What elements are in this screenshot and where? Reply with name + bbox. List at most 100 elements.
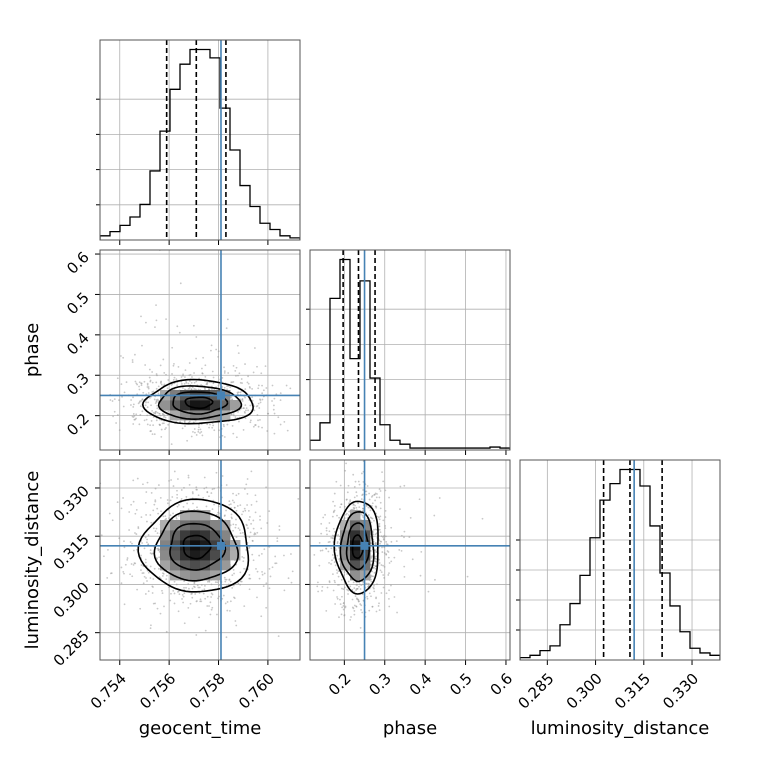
sample-point bbox=[340, 613, 343, 616]
sample-point bbox=[254, 511, 257, 514]
sample-point bbox=[390, 540, 393, 543]
sample-point bbox=[148, 376, 151, 379]
sample-point bbox=[271, 384, 274, 387]
pair-panel-geocent_time-luminosity_distance: 0.754 0.756 0.758 0.760 0.285 0.300 0.315 0.330 bbox=[50, 459, 301, 713]
sample-point bbox=[193, 381, 196, 384]
sample-point bbox=[158, 548, 160, 551]
density-cell bbox=[190, 400, 201, 411]
sample-point bbox=[242, 510, 245, 513]
sample-point bbox=[200, 584, 203, 586]
sample-point bbox=[290, 553, 292, 555]
sample-point bbox=[226, 423, 229, 426]
sample-point bbox=[169, 599, 172, 602]
sample-point bbox=[158, 423, 161, 426]
sample-point bbox=[360, 584, 363, 587]
sample-point bbox=[328, 530, 331, 533]
sample-point bbox=[217, 505, 220, 508]
sample-point bbox=[166, 499, 169, 501]
sample-point bbox=[200, 600, 203, 603]
sample-point bbox=[332, 500, 335, 503]
sample-point bbox=[156, 532, 159, 535]
sample-point bbox=[159, 612, 162, 615]
x-tick-label: 0.758 bbox=[186, 670, 229, 713]
sample-point bbox=[121, 395, 123, 398]
sample-point bbox=[371, 505, 373, 507]
axes-frame bbox=[519, 459, 721, 661]
sample-point bbox=[189, 602, 192, 605]
sample-point bbox=[141, 398, 144, 401]
sample-point bbox=[182, 387, 184, 389]
sample-point bbox=[351, 598, 354, 601]
sample-point bbox=[359, 626, 362, 629]
sample-point bbox=[173, 580, 176, 583]
sample-point bbox=[184, 376, 186, 378]
sample-point bbox=[133, 562, 136, 565]
sample-point bbox=[187, 474, 190, 477]
sample-point bbox=[183, 592, 186, 595]
sample-point bbox=[130, 404, 132, 406]
sample-point bbox=[150, 404, 152, 407]
sample-point bbox=[250, 504, 253, 506]
density-cell bbox=[200, 400, 211, 411]
sample-point bbox=[158, 556, 161, 559]
sample-point bbox=[107, 548, 109, 551]
hist-panel-geocent_time bbox=[96, 39, 301, 245]
sample-point bbox=[146, 481, 149, 484]
sample-point bbox=[325, 609, 328, 612]
sample-point bbox=[158, 412, 161, 415]
sample-point bbox=[331, 559, 333, 562]
sample-point bbox=[156, 411, 159, 414]
sample-point bbox=[195, 486, 198, 489]
sample-point bbox=[176, 496, 179, 499]
sample-point bbox=[125, 381, 128, 384]
y-axis-label: luminosity_distance bbox=[22, 471, 43, 650]
sample-point bbox=[154, 602, 156, 605]
sample-point bbox=[137, 402, 140, 405]
sample-point bbox=[271, 566, 274, 569]
sample-point bbox=[154, 412, 157, 415]
sample-point bbox=[154, 487, 157, 490]
sample-point bbox=[160, 510, 162, 513]
density-cell bbox=[340, 560, 351, 571]
hist-panel-luminosity_distance: 0.285 0.300 0.315 0.330 bbox=[514, 459, 721, 713]
sample-point bbox=[217, 597, 219, 600]
sample-point bbox=[370, 521, 373, 524]
sample-point bbox=[140, 399, 143, 402]
sample-point bbox=[276, 540, 279, 543]
sample-point bbox=[210, 349, 212, 352]
sample-point bbox=[132, 549, 135, 552]
sample-point bbox=[388, 496, 390, 499]
density-cell bbox=[210, 560, 221, 571]
sample-point bbox=[279, 399, 282, 402]
sample-point bbox=[216, 513, 218, 516]
sample-point bbox=[201, 434, 204, 437]
sample-point bbox=[187, 382, 190, 385]
sample-point bbox=[146, 541, 148, 544]
sample-point bbox=[378, 602, 380, 605]
sample-point bbox=[232, 492, 234, 495]
sample-point bbox=[229, 386, 232, 389]
sample-point bbox=[378, 558, 380, 561]
sample-point bbox=[188, 380, 191, 382]
sample-point bbox=[245, 523, 248, 526]
sample-point bbox=[384, 525, 387, 527]
sample-point bbox=[239, 532, 242, 535]
density-cell bbox=[220, 410, 231, 421]
sample-point bbox=[269, 575, 272, 578]
sample-point bbox=[244, 509, 247, 512]
sample-point bbox=[198, 616, 200, 619]
sample-point bbox=[129, 573, 131, 576]
sample-point bbox=[251, 553, 254, 556]
sample-point bbox=[261, 573, 264, 576]
sample-point bbox=[333, 492, 336, 495]
sample-point bbox=[149, 430, 152, 433]
y-tick-label: 0.6 bbox=[63, 248, 93, 278]
sample-point bbox=[231, 587, 234, 589]
sample-point bbox=[163, 416, 165, 418]
sample-point bbox=[203, 476, 206, 479]
sample-point bbox=[277, 416, 280, 419]
sample-point bbox=[357, 480, 360, 483]
sample-point bbox=[333, 579, 336, 582]
sample-point bbox=[188, 386, 191, 389]
sample-point bbox=[217, 355, 220, 358]
